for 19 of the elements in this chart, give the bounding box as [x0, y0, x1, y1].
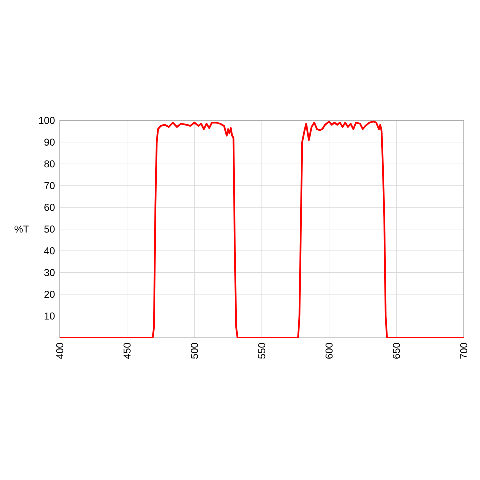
x-tick-label: 500 — [191, 343, 198, 359]
x-tick-label: 600 — [326, 343, 333, 359]
y-tick-label: 50 — [44, 226, 55, 233]
y-axis-title: %T — [14, 226, 30, 233]
y-tick-label: 90 — [44, 138, 55, 146]
y-tick-label: 70 — [44, 182, 55, 190]
y-tick-label: 100 — [39, 117, 55, 124]
y-tick-label: 30 — [44, 269, 55, 276]
y-tick-label: 20 — [44, 290, 55, 298]
y-tick-label: 10 — [44, 312, 55, 320]
y-tick-label: 60 — [44, 204, 55, 212]
x-tick-label: 550 — [258, 343, 266, 359]
x-tick-label: 400 — [56, 343, 64, 360]
y-tick-label: 40 — [44, 248, 55, 255]
y-tick-label: 80 — [44, 160, 55, 168]
x-tick-label: 450 — [124, 343, 131, 360]
x-tick-label: 700 — [460, 343, 468, 359]
line-series — [60, 120, 464, 338]
x-tick-label: 650 — [393, 343, 400, 359]
